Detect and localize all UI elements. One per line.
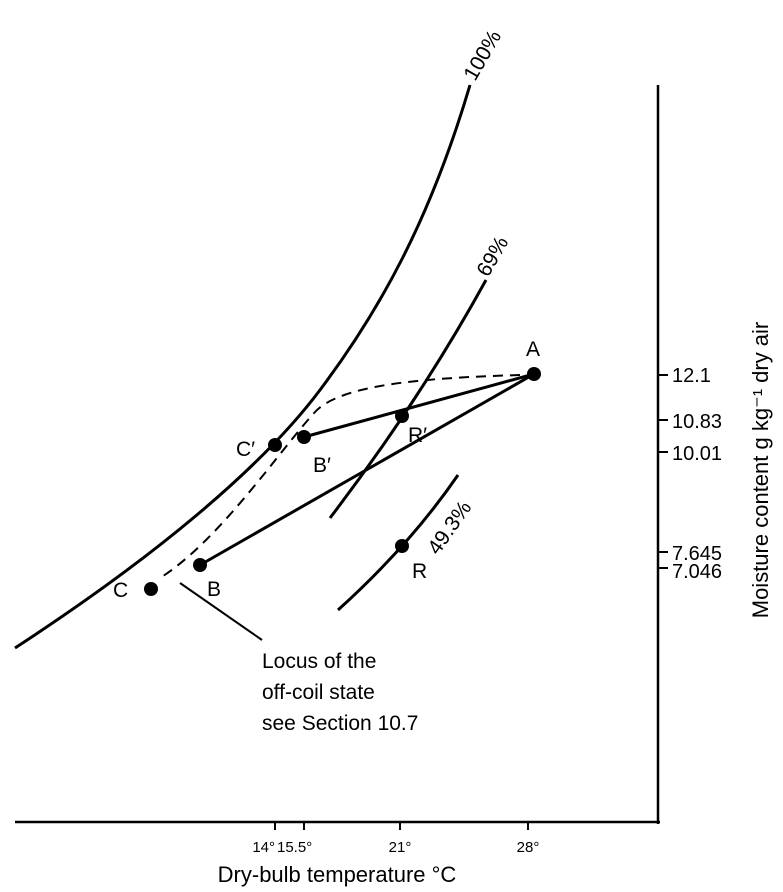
y-ticks bbox=[658, 374, 668, 569]
point-label-r-prime: R′ bbox=[408, 424, 427, 447]
rh-curve-69 bbox=[328, 279, 488, 519]
point-b-prime bbox=[297, 430, 311, 444]
curve-label-100: 100% bbox=[459, 26, 506, 84]
saturation-curve-100 bbox=[14, 84, 472, 650]
y-tick-label-7-645: 7.645 bbox=[672, 543, 722, 565]
point-r-prime bbox=[395, 409, 409, 423]
point-label-a: A bbox=[526, 338, 540, 361]
y-tick-label-7-046: 7.046 bbox=[672, 561, 722, 583]
x-tick-label-21: 21° bbox=[389, 839, 412, 856]
x-ticks bbox=[274, 822, 529, 830]
point-label-c: C bbox=[113, 579, 128, 602]
annotation-line-2: off-coil state bbox=[262, 681, 375, 704]
off-coil-locus-dashed bbox=[159, 374, 521, 579]
y-tick-label-10-83: 10.83 bbox=[672, 411, 722, 433]
point-r bbox=[395, 539, 409, 553]
x-tick-label-14: 14° bbox=[252, 839, 275, 856]
annotation-line-1: Locus of the bbox=[262, 650, 376, 673]
line-a-b bbox=[199, 372, 535, 567]
y-tick-label-12-1: 12.1 bbox=[672, 365, 711, 387]
x-tick-label-28: 28° bbox=[517, 839, 540, 856]
point-c bbox=[144, 582, 158, 596]
point-label-b: B bbox=[207, 578, 221, 601]
curve-label-49-3: 49.3% bbox=[423, 497, 476, 559]
curve-label-69: 69% bbox=[472, 233, 513, 281]
point-c-prime bbox=[268, 438, 282, 452]
annotation-line-3: see Section 10.7 bbox=[262, 712, 418, 735]
x-tick-label-15-5: 15.5° bbox=[277, 839, 312, 856]
point-label-c-prime: C′ bbox=[236, 438, 255, 461]
x-axis-title: Dry-bulb temperature °C bbox=[218, 862, 457, 887]
annotation-pointer bbox=[179, 582, 263, 641]
point-b bbox=[193, 558, 207, 572]
y-axis-title: Moisture content g kg⁻¹ dry air bbox=[748, 322, 773, 619]
line-a-b-prime bbox=[303, 372, 535, 439]
point-label-b-prime: B′ bbox=[313, 454, 331, 477]
point-a bbox=[527, 367, 541, 381]
y-tick-label-10-01: 10.01 bbox=[672, 443, 722, 465]
point-label-r: R bbox=[412, 560, 427, 583]
